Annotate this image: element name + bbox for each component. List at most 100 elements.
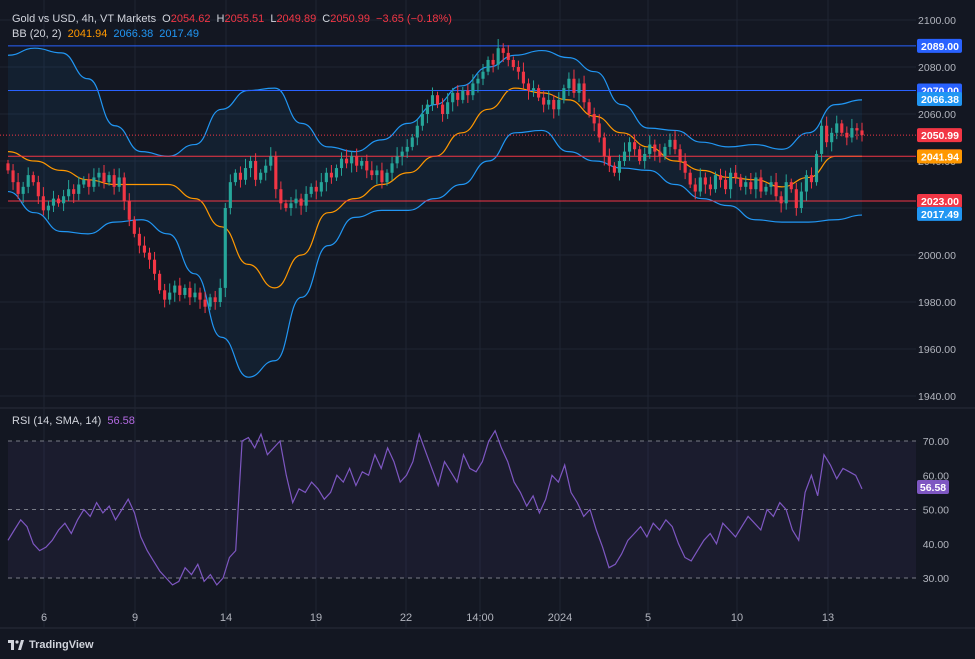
candle-body [542,97,546,105]
candle [607,148,611,173]
price-axis-labels: 2089.002070.002066.382050.992042.002041.… [917,38,962,494]
bb-legend[interactable]: BB (20, 2) 2041.94 2066.38 2017.49 [12,28,202,40]
candle [152,251,157,281]
candle-body [299,198,303,206]
candle-body [233,172,237,183]
candle-body [67,189,71,197]
candle [658,143,662,163]
candle [587,98,591,118]
candle [425,99,429,124]
candle [526,78,531,100]
candle [683,153,687,180]
candle [491,53,495,73]
candle-body [456,92,460,100]
candle [648,135,652,159]
candle-body [274,156,278,190]
candle-body [506,52,510,60]
candle-body [183,287,187,295]
candle-body [345,158,349,164]
candle-body [648,144,652,154]
candle [693,178,697,200]
candle-body [213,297,217,302]
candle-body [658,151,662,157]
candle-body [825,125,829,143]
candle-body [501,48,505,53]
price-label: 2089.00 [917,38,962,53]
candle [350,151,354,173]
low-value: 2049.89 [276,13,317,25]
candle-body [385,172,389,183]
brand-name: TradingView [29,639,94,651]
time-tick-label: 19 [310,612,322,624]
candle [825,116,829,148]
candle-body [653,144,657,152]
candle-body [400,151,404,157]
candle [592,107,596,132]
candle [547,90,551,110]
candle [41,187,45,216]
candle [16,172,20,199]
candle-body [435,95,440,105]
candle-body [461,90,465,100]
rsi-legend[interactable]: RSI (14, SMA, 14) 56.58 [12,415,138,427]
candle-body [627,142,632,152]
candle [663,143,667,160]
candle [572,69,576,98]
candle-body [734,172,738,178]
candle [835,115,839,140]
candle-body [759,177,763,192]
candle-body [526,83,531,91]
candle-body [430,95,435,105]
candle-body [41,196,45,211]
candle [688,169,692,189]
candle-body [633,142,637,150]
candle [158,270,162,294]
price-label-box [917,92,962,107]
candle [713,171,718,193]
candle [496,39,500,70]
candle-body [612,165,616,173]
candle [845,126,849,146]
bb-lower-value: 2017.49 [159,28,200,40]
candle-body [749,182,753,190]
close-value: 2050.99 [330,13,370,25]
candle [365,154,369,179]
price-label-box [917,38,962,53]
candle [506,45,510,67]
price-tick-label: 2080.00 [918,62,956,74]
candle-body [188,287,192,298]
candle-body [723,179,728,190]
candle-body [491,59,495,65]
candle-body [147,252,152,260]
candlesticks[interactable] [6,39,864,314]
candle-body [531,88,536,91]
candle [142,236,147,258]
candle [723,170,728,195]
candle-body [6,163,10,171]
candle-body [289,203,293,208]
candle [622,142,627,166]
candle [218,278,222,307]
candle-body [451,92,455,103]
candle-body [582,83,586,103]
tradingview-logo[interactable]: TradingView [8,639,94,651]
candle-body [309,186,313,194]
candle [451,87,455,112]
high-label: H [216,13,225,25]
candle-body [688,172,692,185]
candle [147,247,152,269]
price-label-box [917,149,962,164]
candle [345,149,349,169]
candle [355,148,359,173]
candle [385,169,389,186]
candle [698,168,702,197]
candle [557,92,561,116]
symbol-title: Gold vs USD, 4h, VT Markets [12,13,157,25]
candle [521,62,525,89]
candle [107,171,111,186]
price-tick-label: 1940.00 [918,391,956,403]
candle-body [814,153,819,183]
candle-body [592,114,596,124]
candle-body [264,165,268,173]
